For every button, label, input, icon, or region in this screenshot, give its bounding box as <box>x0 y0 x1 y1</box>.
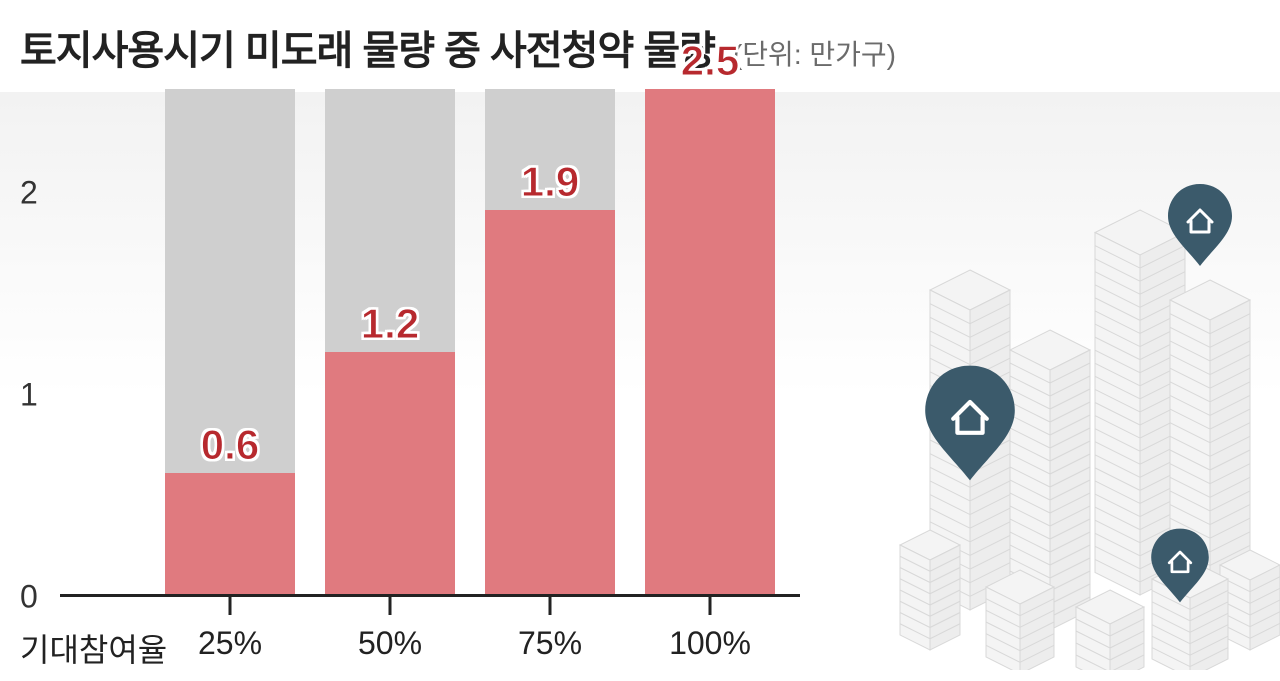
x-tick-mark <box>389 597 392 615</box>
x-tick-mark <box>549 597 552 615</box>
buildings-svg <box>840 150 1280 670</box>
chart-area: 012 0.61.21.92.5 <box>0 92 820 632</box>
y-tick: 2 <box>20 175 38 212</box>
bar-foreground <box>325 352 455 594</box>
x-axis: 25%50%75%100% <box>0 597 820 647</box>
x-category-label: 50% <box>358 625 422 662</box>
bar-value-label: 0.6 <box>165 421 295 469</box>
bar-value-label: 1.9 <box>485 158 615 206</box>
x-tick-mark <box>709 597 712 615</box>
bar-value-label: 1.2 <box>325 300 455 348</box>
buildings-illustration <box>840 150 1280 670</box>
bar-foreground <box>485 210 615 594</box>
x-category-label: 25% <box>198 625 262 662</box>
bar-value-label: 2.5 <box>645 37 775 85</box>
x-category-label: 75% <box>518 625 582 662</box>
x-category-label: 100% <box>669 625 751 662</box>
bar-foreground <box>165 473 295 594</box>
x-tick-mark <box>229 597 232 615</box>
bar-group: 0.6 <box>165 89 295 594</box>
bar-group: 2.5 <box>645 89 775 594</box>
y-tick: 1 <box>20 377 38 414</box>
chart-title: 토지사용시기 미도래 물량 중 사전청약 물량 <box>20 18 715 76</box>
plot-area: 0.6 1.2 1.9 2.5 <box>60 92 800 597</box>
bar-group: 1.9 <box>485 89 615 594</box>
chart-container: 토지사용시기 미도래 물량 중 사전청약 물량 (단위: 만가구) 012 0.… <box>0 0 1280 681</box>
bar-foreground <box>645 89 775 594</box>
bar-group: 1.2 <box>325 89 455 594</box>
